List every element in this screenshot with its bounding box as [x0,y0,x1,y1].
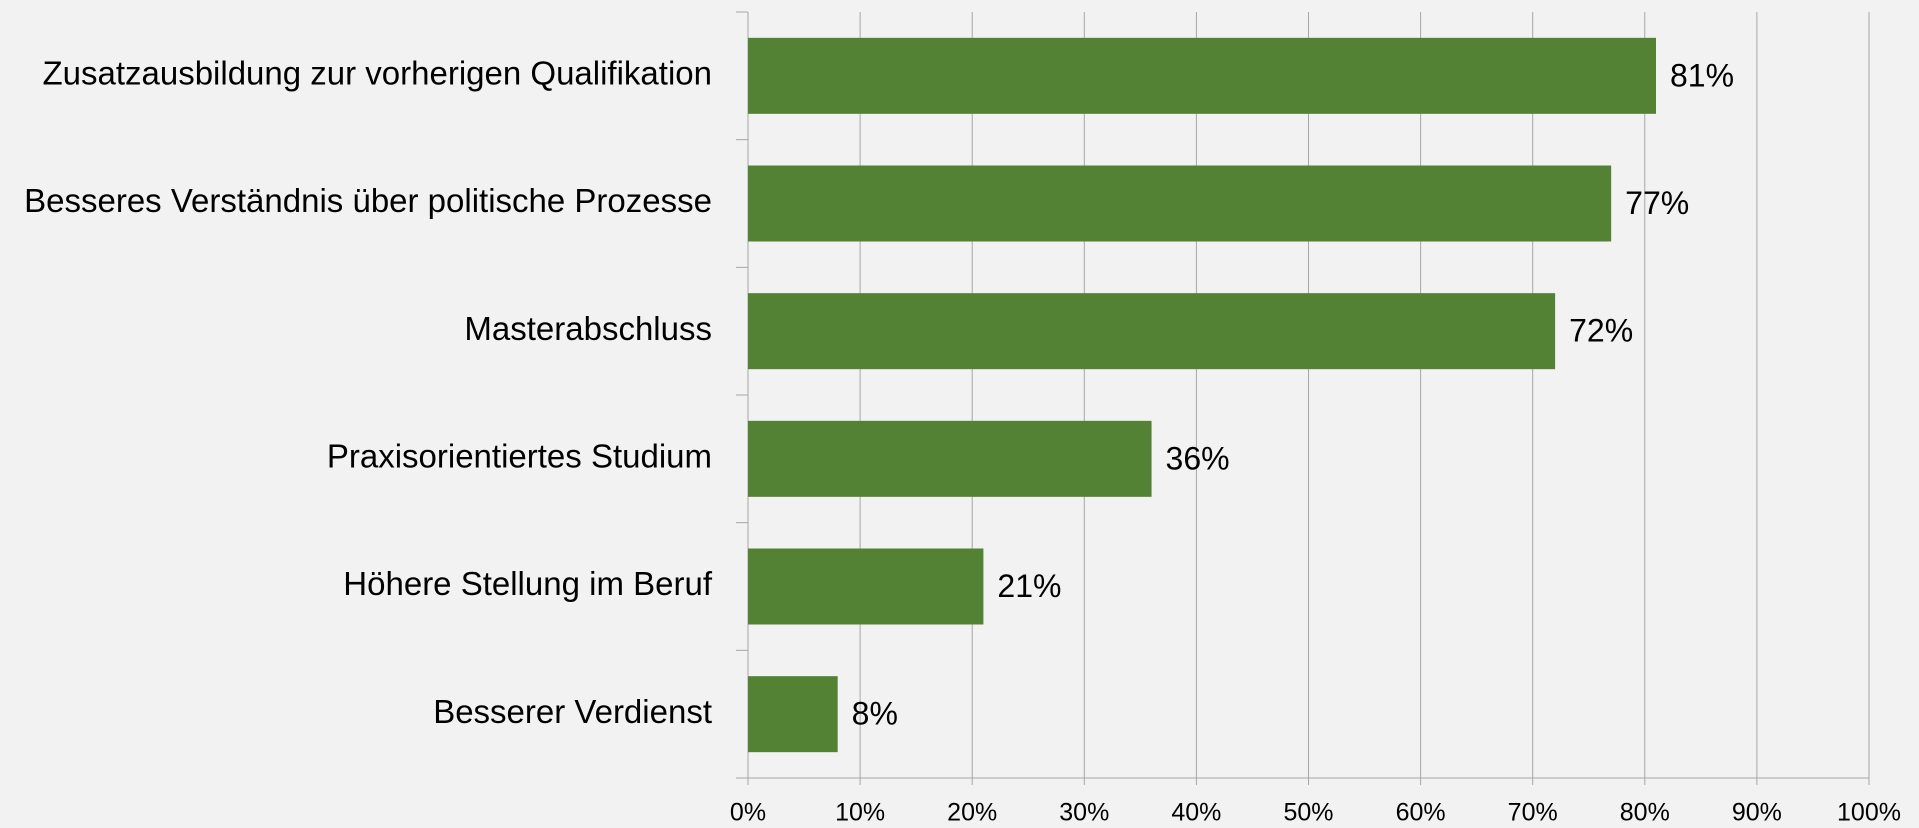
data-label: 8% [852,696,898,732]
bar [748,548,984,625]
y-tick-label: Masterabschluss [464,310,712,347]
data-label: 81% [1670,57,1734,93]
bar [748,676,838,753]
x-tick-label: 0% [730,799,766,827]
x-tick-label: 40% [1171,799,1221,827]
bar [748,37,1657,114]
bar [748,420,1152,497]
x-tick-label: 60% [1396,799,1446,827]
data-label: 77% [1625,185,1689,221]
bar [748,293,1556,370]
x-tick-label: 100% [1837,799,1901,827]
y-tick-label: Besserer Verdienst [433,693,712,730]
x-tick-label: 50% [1283,799,1333,827]
y-tick-label: Besseres Verständnis über politische Pro… [24,182,712,219]
y-tick-label: Zusatzausbildung zur vorherigen Qualifik… [42,55,712,92]
x-tick-label: 10% [835,799,885,827]
data-label: 36% [1166,440,1230,476]
x-tick-label: 80% [1620,799,1670,827]
x-tick-label: 30% [1059,799,1109,827]
y-tick-label: Praxisorientiertes Studium [327,438,712,475]
data-label: 21% [997,568,1061,604]
x-tick-label: 70% [1508,799,1558,827]
y-tick-label: Höhere Stellung im Beruf [343,565,713,602]
x-tick-label: 20% [947,799,997,827]
x-tick-label: 90% [1732,799,1782,827]
bar [748,165,1612,242]
data-label: 72% [1569,313,1633,349]
